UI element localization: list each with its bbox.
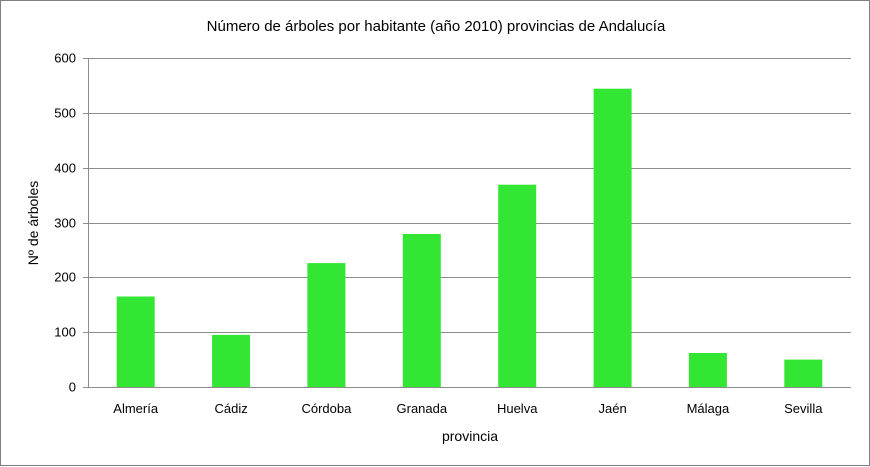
y-tick-label: 200 bbox=[54, 270, 76, 285]
gridlines bbox=[83, 58, 851, 388]
x-tick-label: Almería bbox=[113, 401, 159, 416]
x-tick-label: Jaén bbox=[598, 401, 626, 416]
x-tick-label: Cádiz bbox=[214, 401, 247, 416]
bar-6 bbox=[688, 353, 727, 387]
bar-5 bbox=[593, 88, 632, 387]
x-tick-label: Huelva bbox=[497, 401, 538, 416]
bar-7 bbox=[784, 359, 823, 387]
y-tick-label: 600 bbox=[54, 51, 76, 66]
y-tick-label: 400 bbox=[54, 161, 76, 176]
y-tick-label: 500 bbox=[54, 106, 76, 121]
bar-2 bbox=[307, 263, 346, 387]
bar-4 bbox=[498, 184, 537, 387]
y-axis-label: Nº de árboles bbox=[25, 181, 41, 266]
bars bbox=[116, 88, 823, 387]
y-tick-label: 100 bbox=[54, 325, 76, 340]
bar-1 bbox=[212, 334, 251, 387]
y-tick-label: 0 bbox=[69, 380, 76, 395]
x-tick-label: Córdoba bbox=[301, 401, 352, 416]
y-tick-labels: 0 100 200 300 400 500 600 bbox=[54, 51, 76, 395]
x-tick-label: Sevilla bbox=[784, 401, 823, 416]
x-axis-label: provincia bbox=[442, 428, 498, 444]
bar-0 bbox=[116, 296, 155, 387]
y-tick-label: 300 bbox=[54, 216, 76, 231]
x-tick-labels: Almería Cádiz Córdoba Granada Huelva Jaén Mála… bbox=[113, 401, 823, 416]
x-tick-label: Granada bbox=[397, 401, 448, 416]
x-tick-label: Málaga bbox=[687, 401, 730, 416]
chart-title: Número de árboles por habitante (año 201… bbox=[207, 18, 666, 35]
bar-3 bbox=[402, 234, 441, 387]
